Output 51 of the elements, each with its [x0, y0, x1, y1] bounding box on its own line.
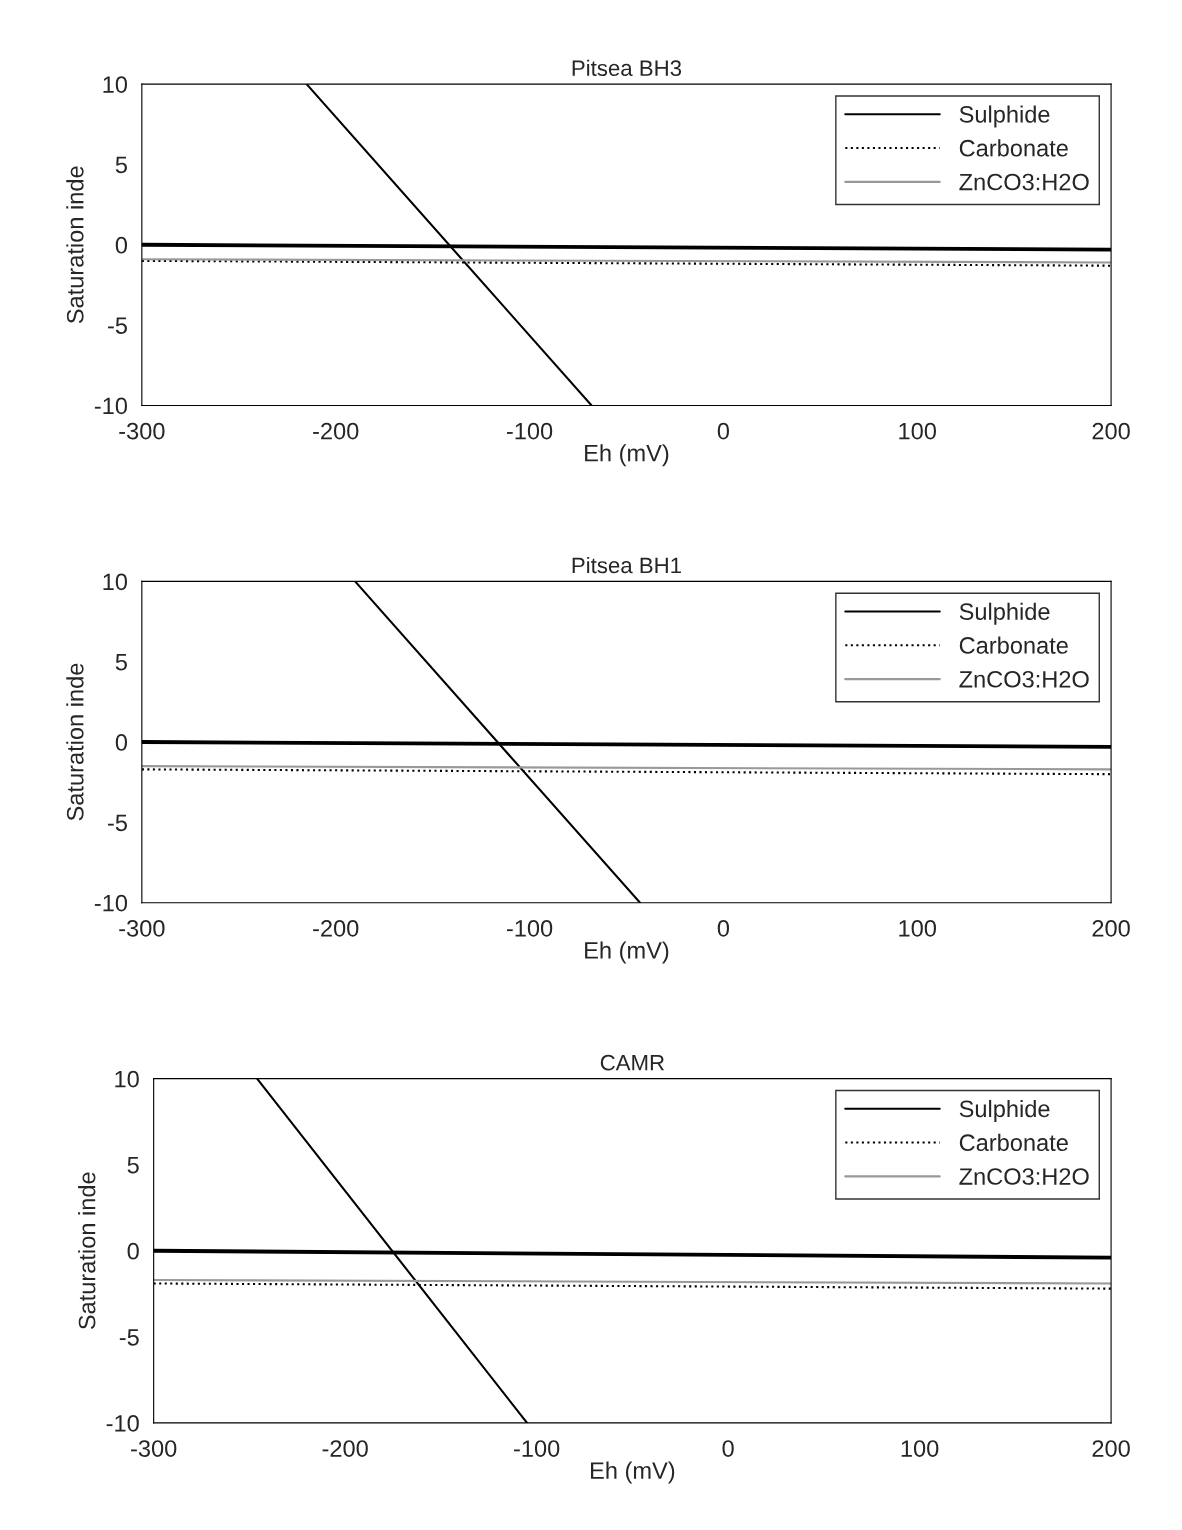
y-tick-label: 0 [115, 734, 128, 751]
chart-title: CAMR [600, 1054, 665, 1071]
x-tick-label: -300 [131, 1440, 177, 1457]
x-tick-label: 0 [722, 1440, 734, 1457]
y-tick-label: 5 [127, 1157, 139, 1174]
legend-label: Sulphide [959, 105, 1050, 128]
y-tick-label: 10 [115, 1070, 139, 1088]
y-tick-label: 10 [103, 573, 128, 591]
legend-label: Carbonate [959, 636, 1068, 654]
legend-label: Sulphide [959, 602, 1050, 625]
y-tick-label: 0 [127, 1242, 139, 1260]
x-tick-label: -100 [506, 422, 553, 440]
legend-label: ZnCO3:H2O [959, 670, 1089, 688]
legend-label: ZnCO3:H2O [959, 1168, 1089, 1185]
x-tick-label: 200 [1092, 422, 1130, 440]
x-axis-title: Eh (mV) [585, 444, 669, 467]
y-axis-title: Saturation inde [66, 663, 84, 821]
x-tick-label: 100 [899, 919, 937, 937]
y-tick-label: 5 [115, 654, 127, 671]
x-axis-title: Eh (mV) [591, 1461, 675, 1484]
y-tick-label: -5 [119, 1329, 139, 1346]
legend-label: Carbonate [959, 1133, 1068, 1152]
x-tick-label: -100 [514, 1440, 560, 1457]
x-tick-label: 0 [717, 422, 730, 440]
x-axis-title: Eh (mV) [585, 941, 669, 964]
x-tick-label: -300 [119, 919, 165, 937]
y-tick-label: -10 [106, 1414, 139, 1432]
y-axis-title: Saturation inde [66, 166, 84, 324]
y-tick-label: 5 [115, 156, 127, 174]
x-tick-label: -300 [119, 422, 165, 440]
x-tick-label: 200 [1092, 1440, 1130, 1457]
y-tick-label: -10 [94, 894, 128, 912]
chart-title: Pitsea BH1 [572, 556, 681, 574]
x-tick-label: 200 [1092, 919, 1130, 937]
x-tick-label: 100 [899, 422, 937, 440]
legend-label: ZnCO3:H2O [959, 173, 1089, 191]
chart-title: Pitsea BH3 [572, 59, 682, 77]
x-tick-label: -200 [322, 1440, 368, 1457]
x-tick-label: -200 [313, 422, 359, 440]
y-tick-label: 10 [103, 76, 128, 93]
x-tick-label: -200 [313, 919, 359, 937]
y-tick-label: -5 [108, 814, 127, 832]
y-axis-title: Saturation inde [78, 1172, 96, 1330]
x-tick-label: 0 [717, 919, 730, 937]
x-tick-label: 100 [901, 1440, 939, 1457]
y-tick-label: 0 [115, 236, 128, 254]
x-tick-label: -100 [506, 919, 553, 937]
legend-label: Sulphide [959, 1099, 1050, 1122]
y-tick-label: -5 [108, 317, 127, 334]
y-tick-label: -10 [94, 397, 128, 415]
legend-label: Carbonate [959, 139, 1068, 157]
